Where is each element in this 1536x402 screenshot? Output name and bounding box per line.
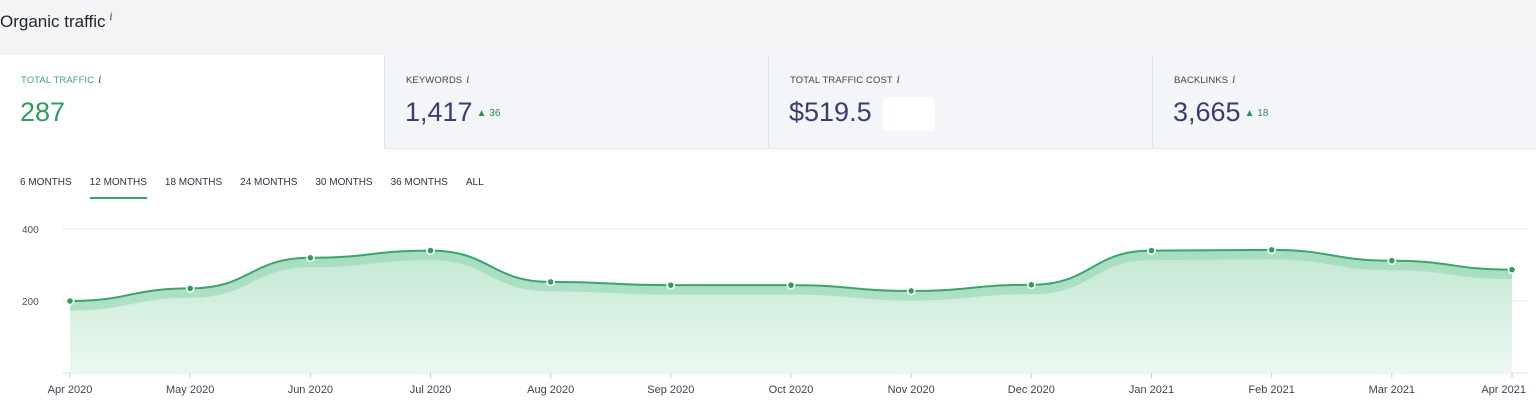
x-tick-label: Dec 2020 xyxy=(1008,384,1055,396)
data-point[interactable] xyxy=(1267,245,1277,255)
delta-badge: ▲ 36 xyxy=(476,108,501,120)
x-tick-label: Oct 2020 xyxy=(769,384,814,396)
tab-18-months[interactable]: 18 MONTHS xyxy=(164,177,223,188)
tab-all[interactable]: ALL xyxy=(465,177,484,188)
metric-label: KEYWORDS i xyxy=(406,75,470,86)
data-point[interactable] xyxy=(1387,256,1397,266)
range-tabs: 6 MONTHS 12 MONTHS 18 MONTHS 24 MONTHS 3… xyxy=(20,177,502,199)
info-icon[interactable]: i xyxy=(466,75,470,86)
traffic-chart: 200 400 Apr 2020 May 2020 Jun 2020 Jul 2020 Au… xyxy=(22,225,1528,396)
page-title: Organic traffic xyxy=(0,12,106,31)
metric-value: 1,417 ▲ 36 xyxy=(405,97,501,127)
metric-label: TOTAL TRAFFIC i xyxy=(21,75,102,86)
data-point[interactable] xyxy=(1026,280,1036,290)
x-tick-label: Apr 2020 xyxy=(48,384,93,396)
data-point[interactable] xyxy=(546,277,556,287)
y-tick-label: 400 xyxy=(22,225,39,236)
data-point[interactable] xyxy=(906,286,916,296)
data-point[interactable] xyxy=(666,280,676,290)
x-tick-label: May 2020 xyxy=(166,384,214,396)
y-tick-label: 200 xyxy=(22,297,39,308)
info-icon[interactable]: i xyxy=(1232,75,1236,86)
x-tick-label: Jan 2021 xyxy=(1129,384,1174,396)
metric-label: BACKLINKS i xyxy=(1174,75,1236,86)
info-icon[interactable]: i xyxy=(896,75,901,86)
data-point[interactable] xyxy=(305,253,315,263)
x-tick-label: Jul 2020 xyxy=(410,384,452,396)
tab-36-months[interactable]: 36 MONTHS xyxy=(390,177,448,188)
x-tick-label: Jun 2020 xyxy=(288,384,333,396)
x-tick-label: Sep 2020 xyxy=(647,384,694,396)
metric-total-traffic[interactable]: TOTAL TRAFFIC i 287 xyxy=(0,55,384,149)
delta-badge: ▲ 18 xyxy=(1244,108,1269,120)
metric-value: $519.5 xyxy=(789,97,872,127)
tab-24-months[interactable]: 24 MONTHS xyxy=(240,177,298,188)
data-point[interactable] xyxy=(426,246,435,255)
data-point[interactable] xyxy=(1147,246,1156,255)
data-point[interactable] xyxy=(786,280,796,290)
metric-traffic-cost[interactable]: TOTAL TRAFFIC COST i $519.5 xyxy=(768,55,1152,149)
tab-6-months[interactable]: 6 MONTHS xyxy=(20,177,72,188)
x-tick-label: Feb 2021 xyxy=(1248,384,1294,396)
x-tick-label: Mar 2021 xyxy=(1369,384,1415,396)
info-icon[interactable]: i xyxy=(109,12,113,23)
data-point[interactable] xyxy=(1507,265,1517,275)
title-row: Organic traffic i xyxy=(0,12,113,42)
redaction-blur xyxy=(883,97,935,131)
metrics-row: TOTAL TRAFFIC i 287 KEYWORDS i 1,417 ▲ 36 T… xyxy=(0,55,1536,149)
metric-label: TOTAL TRAFFIC COST i xyxy=(790,75,901,86)
area-fill xyxy=(70,249,1512,373)
data-point[interactable] xyxy=(65,296,75,306)
x-tick-label: Apr 2021 xyxy=(1481,384,1526,396)
metric-backlinks[interactable]: BACKLINKS i 3,665 ▲ 18 xyxy=(1152,55,1536,149)
line-shadow xyxy=(69,250,1513,311)
data-point[interactable] xyxy=(185,283,195,293)
tab-30-months[interactable]: 30 MONTHS xyxy=(315,177,373,188)
tab-12-months[interactable]: 12 MONTHS xyxy=(89,177,148,199)
metric-value: 287 xyxy=(20,97,66,127)
info-icon[interactable]: i xyxy=(98,75,102,86)
x-tick-label: Aug 2020 xyxy=(527,384,574,396)
metric-value: 3,665 ▲ 18 xyxy=(1173,97,1269,127)
x-tick-label: Nov 2020 xyxy=(888,384,935,396)
metric-keywords[interactable]: KEYWORDS i 1,417 ▲ 36 xyxy=(384,55,768,149)
traffic-panel: TOTAL TRAFFIC i 287 KEYWORDS i 1,417 ▲ 36 T… xyxy=(0,55,1536,402)
